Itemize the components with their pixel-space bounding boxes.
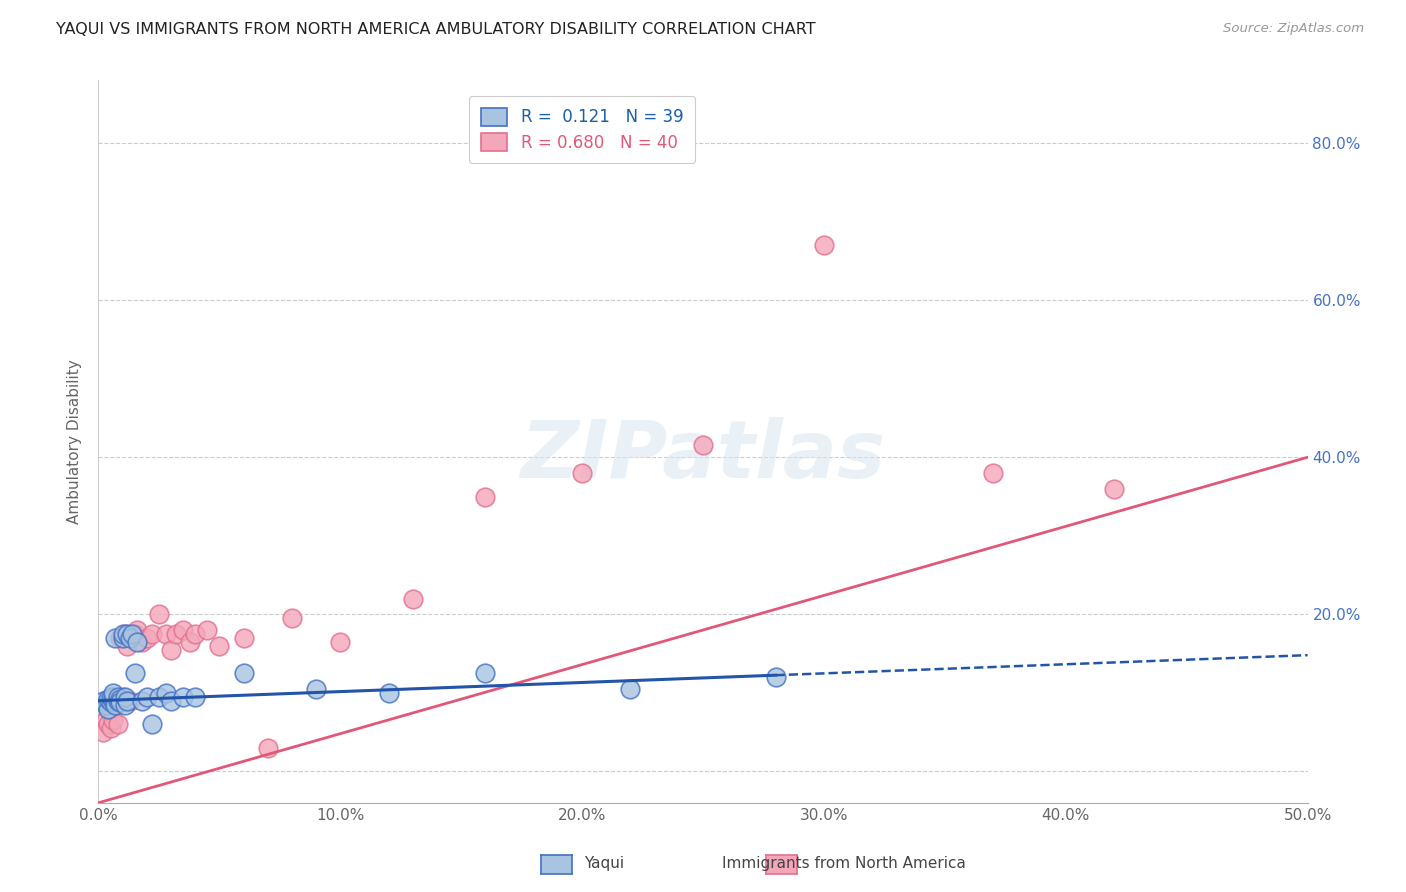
Point [474, 666, 496, 681]
Point [135, 690, 157, 704]
Point [329, 635, 352, 649]
Point [281, 611, 304, 625]
Point [131, 635, 153, 649]
Point [195, 623, 218, 637]
Point [1102, 482, 1125, 496]
Point [127, 623, 149, 637]
Point [377, 686, 399, 700]
Point [108, 695, 131, 709]
Point [101, 694, 124, 708]
Point [160, 694, 183, 708]
Point [160, 642, 183, 657]
Point [114, 627, 136, 641]
Point [117, 639, 139, 653]
Point [101, 694, 124, 708]
Point [135, 631, 157, 645]
Point [107, 694, 129, 708]
Point [208, 639, 231, 653]
Point [141, 717, 163, 731]
Point [108, 631, 131, 645]
Point [100, 721, 122, 735]
Point [172, 690, 194, 704]
Point [107, 717, 129, 731]
Point [91, 725, 114, 739]
Y-axis label: Ambulatory Disability: Ambulatory Disability [67, 359, 83, 524]
Point [155, 686, 177, 700]
Point [104, 631, 127, 645]
Point [94, 714, 117, 728]
Point [107, 690, 129, 704]
Point [104, 698, 127, 712]
Point [256, 740, 278, 755]
Text: YAQUI VS IMMIGRANTS FROM NORTH AMERICA AMBULATORY DISABILITY CORRELATION CHART: YAQUI VS IMMIGRANTS FROM NORTH AMERICA A… [56, 22, 815, 37]
Text: Immigrants from North America: Immigrants from North America [721, 856, 966, 871]
Point [111, 631, 134, 645]
Point [124, 627, 146, 641]
Point [474, 490, 496, 504]
Point [117, 694, 139, 708]
Point [232, 631, 254, 645]
Point [148, 690, 170, 704]
Point [692, 438, 714, 452]
Point [124, 666, 146, 681]
Point [97, 717, 120, 731]
Point [114, 698, 136, 712]
Point [121, 627, 143, 641]
Point [97, 692, 120, 706]
Point [101, 686, 124, 700]
Point [172, 623, 194, 637]
Point [179, 635, 201, 649]
Point [118, 694, 141, 708]
Point [91, 694, 114, 708]
Point [131, 694, 153, 708]
Text: Yaqui: Yaqui [585, 856, 624, 871]
Point [111, 627, 134, 641]
Point [104, 698, 127, 712]
Point [232, 666, 254, 681]
Point [571, 466, 593, 480]
Point [97, 701, 120, 715]
Point [141, 627, 163, 641]
Point [100, 701, 122, 715]
Point [111, 690, 134, 704]
Point [765, 670, 787, 684]
Point [184, 627, 207, 641]
Point [305, 681, 328, 696]
Point [117, 627, 139, 641]
Point [184, 690, 207, 704]
Text: ZIPatlas: ZIPatlas [520, 417, 886, 495]
Point [118, 631, 141, 645]
Point [101, 690, 124, 704]
Point [101, 714, 124, 728]
Point [148, 607, 170, 622]
Point [981, 466, 1004, 480]
Point [94, 698, 117, 712]
Point [165, 627, 187, 641]
Point [127, 635, 149, 649]
Point [100, 695, 122, 709]
Point [107, 694, 129, 708]
Point [619, 681, 641, 696]
Point [108, 692, 131, 706]
Point [155, 627, 177, 641]
Point [114, 690, 136, 704]
Point [813, 238, 835, 252]
Text: Source: ZipAtlas.com: Source: ZipAtlas.com [1223, 22, 1364, 36]
Legend: R =  0.121   N = 39, R = 0.680   N = 40: R = 0.121 N = 39, R = 0.680 N = 40 [470, 95, 695, 163]
Point [100, 690, 122, 704]
Point [402, 591, 425, 606]
